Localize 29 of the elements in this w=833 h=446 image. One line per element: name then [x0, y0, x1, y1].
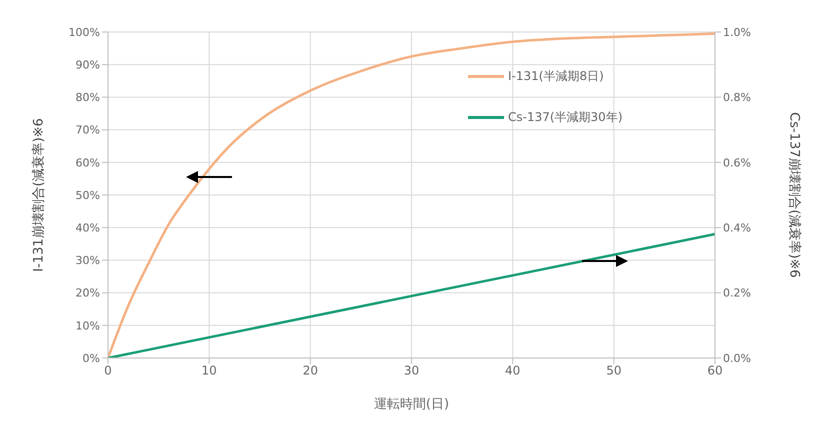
- x-tick-label: 40: [505, 364, 520, 378]
- y2-tick-label: 0.6%: [723, 156, 751, 170]
- y-tick-label: 80%: [76, 91, 100, 104]
- x-tick-label: 60: [707, 364, 723, 378]
- y2-axis-title: Cs-137崩壊割合(減衰率)※6: [786, 112, 802, 278]
- y-tick-label: 30%: [76, 254, 100, 268]
- y2-tick-label: 1.0%: [723, 26, 751, 39]
- y2-tick-label: 0.8%: [723, 91, 751, 104]
- y-axis-title: I-131崩壊割合(減衰率)※6: [30, 118, 47, 272]
- y-tick-label: 100%: [68, 26, 100, 39]
- y-tick-label: 10%: [76, 319, 100, 332]
- y-tick-label: 70%: [76, 124, 100, 137]
- legend-label: I-131(半減期8日): [508, 68, 604, 85]
- y2-tick-label: 0.2%: [723, 286, 751, 300]
- x-tick-label: 50: [606, 364, 622, 378]
- x-tick-label: 0: [104, 364, 112, 378]
- legend-label: Cs-137(半減期30年): [508, 109, 622, 126]
- y-tick-label: 60%: [76, 156, 100, 170]
- y2-tick-label: 0.4%: [723, 222, 751, 235]
- y-tick-label: 0%: [82, 352, 100, 365]
- y-tick-label: 50%: [76, 188, 100, 202]
- y2-tick-label: 0.0%: [723, 352, 751, 365]
- y-tick-label: 20%: [76, 286, 100, 300]
- y-tick-label: 40%: [76, 222, 100, 235]
- x-axis-title: 運転時間(日): [374, 397, 450, 412]
- x-tick-label: 30: [404, 364, 420, 378]
- x-tick-label: 10: [202, 364, 217, 378]
- x-tick-label: 20: [302, 364, 318, 378]
- y-tick-label: 90%: [76, 58, 100, 72]
